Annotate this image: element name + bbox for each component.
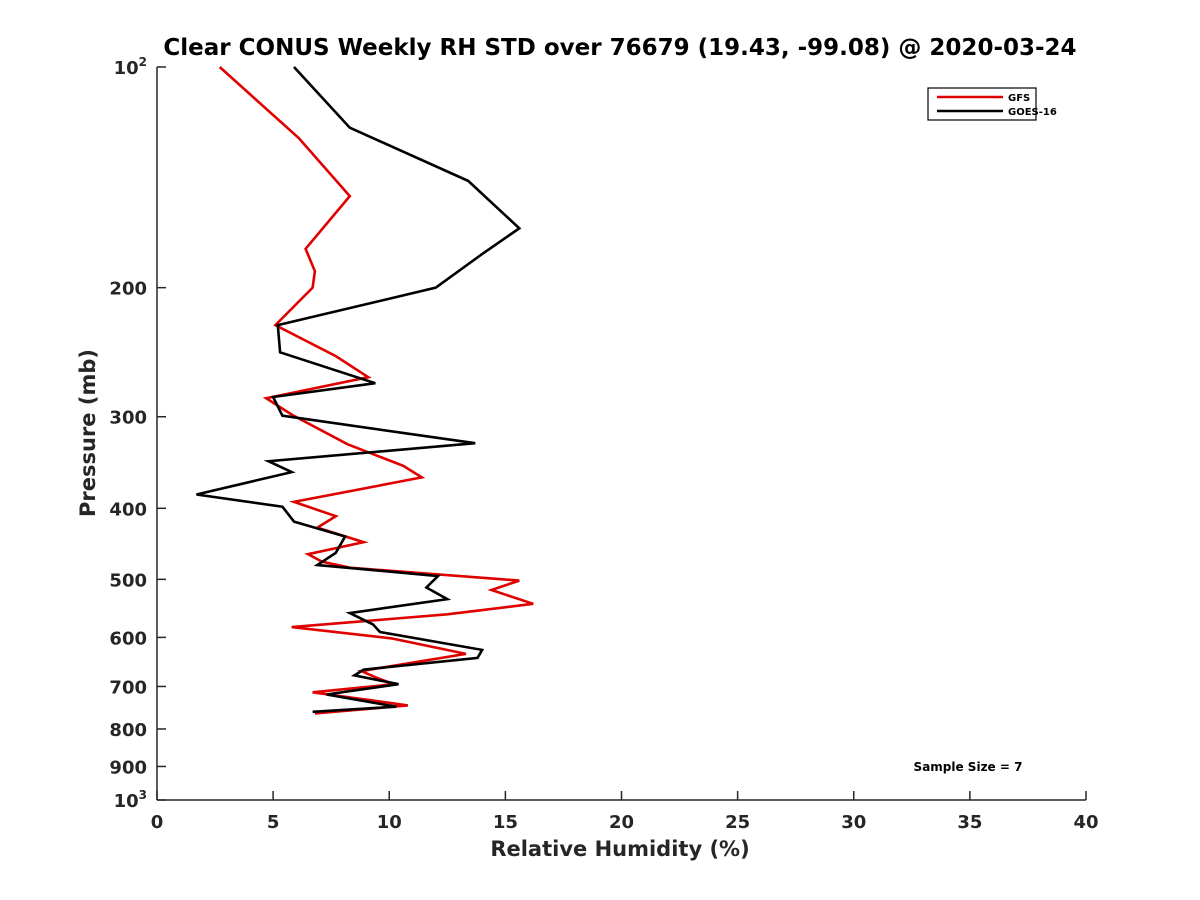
x-tick-label: 10 (377, 812, 402, 833)
y-tick-label: 300 (109, 408, 147, 429)
y-tick-label: 102 (114, 55, 147, 79)
legend-box (927, 87, 1037, 121)
y-tick-label: 700 (109, 677, 147, 698)
y-ticks: 102 200 300 400 500 600 700 800 900 103 (109, 55, 166, 812)
legend: GFS GOES-16 (927, 87, 1057, 121)
y-tick-label: 600 (109, 628, 147, 649)
x-tick-label: 20 (609, 812, 634, 833)
x-tick-label: 0 (151, 812, 164, 833)
x-ticks: 0 5 10 15 20 25 30 35 40 (151, 791, 1099, 833)
x-tick-label: 15 (493, 812, 518, 833)
x-axis-label: Relative Humidity (%) (490, 837, 749, 861)
chart-title: Clear CONUS Weekly RH STD over 76679 (19… (163, 35, 1076, 61)
series-line-gfs (218, 66, 534, 715)
legend-label-goes16: GOES-16 (1008, 107, 1057, 118)
y-tick-label: 500 (109, 570, 147, 591)
y-axis-label: Pressure (mb) (76, 349, 100, 517)
x-tick-label: 40 (1073, 812, 1098, 833)
x-tick-label: 25 (725, 812, 750, 833)
y-tick-label: 900 (109, 757, 147, 778)
y-tick-label: 200 (109, 279, 147, 300)
x-tick-label: 5 (267, 812, 280, 833)
x-tick-label: 30 (841, 812, 866, 833)
series-layer (196, 66, 534, 715)
sample-size-annotation: Sample Size = 7 (914, 760, 1023, 774)
legend-label-gfs: GFS (1008, 93, 1030, 104)
axes: 0 5 10 15 20 25 30 35 40 102 200 300 400 500 600 700 80… (109, 55, 1098, 833)
y-tick-label: 103 (114, 788, 147, 812)
y-tick-label: 400 (109, 499, 147, 520)
series-line-goes16 (196, 66, 522, 714)
x-tick-label: 35 (957, 812, 982, 833)
y-tick-label: 800 (109, 720, 147, 741)
